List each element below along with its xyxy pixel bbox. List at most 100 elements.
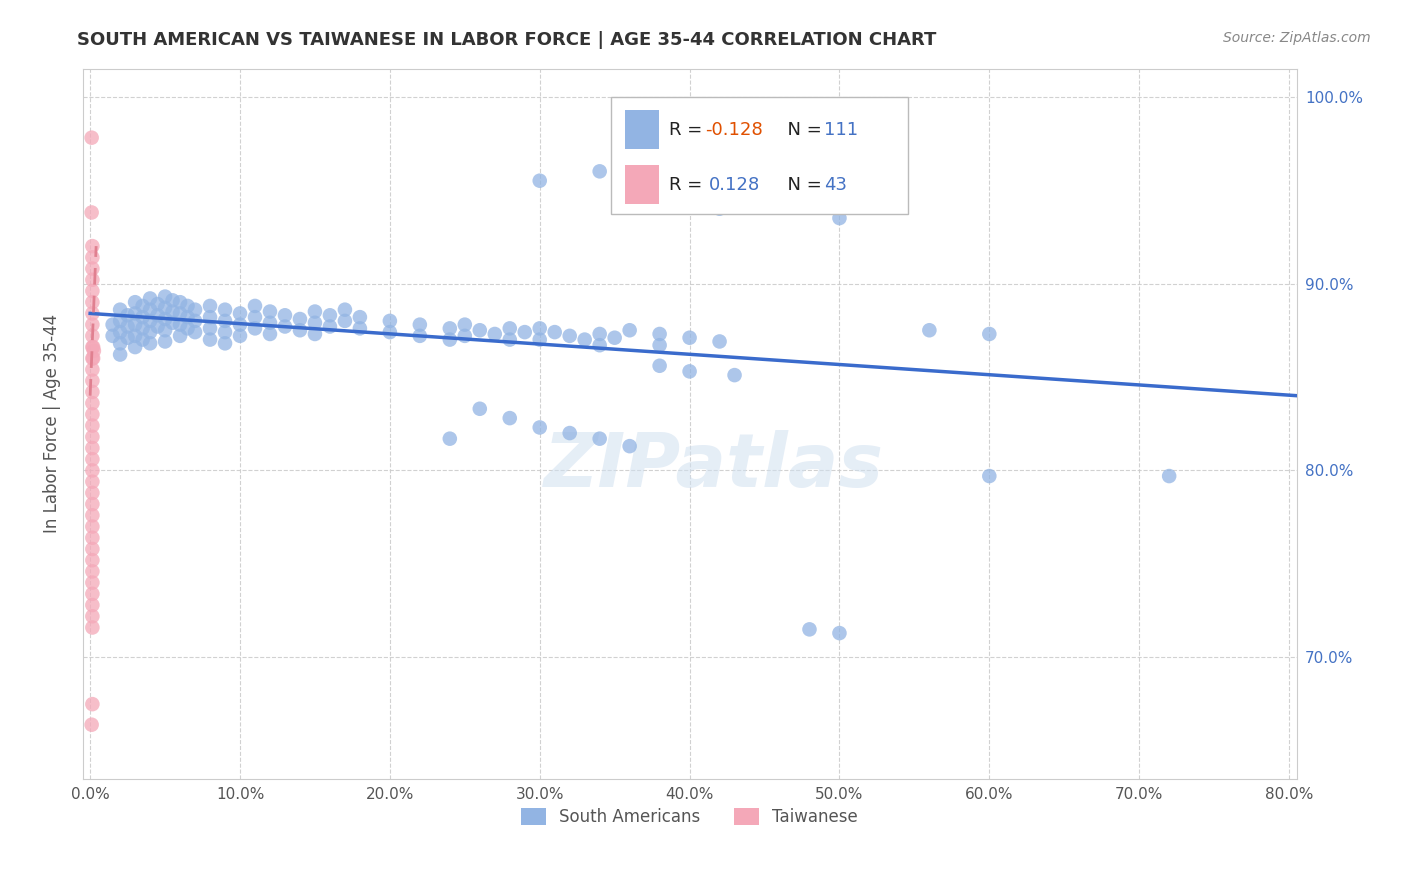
Point xyxy=(439,321,461,335)
Point xyxy=(82,609,104,624)
Point xyxy=(274,319,297,334)
Point xyxy=(243,310,266,325)
Point xyxy=(83,343,105,358)
Point xyxy=(108,302,131,317)
Point xyxy=(82,261,104,276)
Point xyxy=(589,326,612,341)
Text: 43: 43 xyxy=(824,176,848,194)
Point xyxy=(82,351,104,366)
Point xyxy=(499,333,522,347)
Text: 0.128: 0.128 xyxy=(709,176,761,194)
Point xyxy=(169,318,191,332)
Point xyxy=(439,333,461,347)
Point xyxy=(162,316,184,330)
Point xyxy=(117,331,139,345)
Point xyxy=(82,463,104,477)
Point xyxy=(131,321,153,335)
Point xyxy=(80,205,103,219)
Point xyxy=(558,426,581,441)
Point xyxy=(409,318,432,332)
Point xyxy=(184,302,207,317)
Point xyxy=(709,334,731,349)
Point xyxy=(82,452,104,467)
Point xyxy=(499,321,522,335)
Point xyxy=(648,326,671,341)
Point xyxy=(117,308,139,322)
Y-axis label: In Labor Force | Age 35-44: In Labor Force | Age 35-44 xyxy=(44,314,60,533)
Point xyxy=(108,325,131,339)
Point xyxy=(678,331,700,345)
Point xyxy=(131,310,153,325)
Point xyxy=(153,290,176,304)
Point xyxy=(82,306,104,320)
Point xyxy=(153,312,176,326)
Point xyxy=(709,202,731,216)
Point xyxy=(82,295,104,310)
Point xyxy=(82,239,104,253)
Point xyxy=(139,336,162,351)
Point xyxy=(304,316,326,330)
Point xyxy=(153,301,176,315)
Point xyxy=(139,314,162,328)
Point xyxy=(146,297,169,311)
Point xyxy=(589,432,612,446)
Point xyxy=(169,306,191,320)
Text: -0.128: -0.128 xyxy=(706,120,763,139)
Text: N =: N = xyxy=(776,120,827,139)
Point xyxy=(214,325,236,339)
Point xyxy=(82,340,104,354)
Text: R =: R = xyxy=(669,176,714,194)
Point xyxy=(82,620,104,634)
Point xyxy=(82,351,104,366)
Point xyxy=(153,334,176,349)
Point xyxy=(288,312,311,326)
Point xyxy=(146,308,169,322)
Point xyxy=(229,306,252,320)
Point xyxy=(82,374,104,388)
Point xyxy=(176,310,198,325)
Point xyxy=(82,284,104,298)
Text: 111: 111 xyxy=(824,120,859,139)
Point xyxy=(82,273,104,287)
Point xyxy=(139,302,162,317)
Point xyxy=(176,299,198,313)
Point xyxy=(198,299,221,313)
Point xyxy=(82,430,104,444)
Point xyxy=(979,326,1001,341)
Point xyxy=(378,325,401,339)
Point xyxy=(101,329,124,343)
Point xyxy=(529,420,551,434)
Point xyxy=(124,295,146,310)
Point xyxy=(828,211,851,225)
Point xyxy=(82,318,104,332)
Point xyxy=(82,340,104,354)
Point xyxy=(198,321,221,335)
Point xyxy=(529,174,551,188)
Point xyxy=(349,321,371,335)
Point xyxy=(82,362,104,376)
Text: N =: N = xyxy=(776,176,827,194)
Point xyxy=(619,323,641,337)
Point xyxy=(82,575,104,590)
Point xyxy=(82,418,104,433)
Point xyxy=(82,408,104,422)
Point xyxy=(82,553,104,567)
Point xyxy=(678,364,700,378)
Point xyxy=(82,329,104,343)
Point xyxy=(454,318,477,332)
Point xyxy=(131,333,153,347)
Point xyxy=(124,340,146,354)
Point xyxy=(82,396,104,410)
Point xyxy=(101,318,124,332)
Text: R =: R = xyxy=(669,120,709,139)
Point xyxy=(82,541,104,556)
Point xyxy=(82,519,104,533)
Point xyxy=(799,623,821,637)
Point xyxy=(468,401,491,416)
Point xyxy=(828,626,851,640)
Point xyxy=(139,325,162,339)
Point xyxy=(82,250,104,264)
Point xyxy=(162,293,184,308)
Point xyxy=(484,326,506,341)
Point xyxy=(274,308,297,322)
